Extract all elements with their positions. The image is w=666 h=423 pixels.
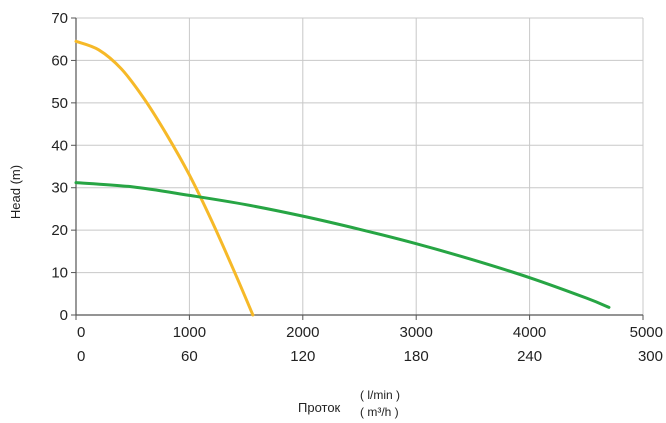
y-axis-label: Head (m) (8, 165, 23, 219)
x-tick-label-primary: 3000 (400, 324, 433, 341)
axes (71, 17, 644, 320)
y-tick-label: 10 (51, 265, 68, 282)
y-tick-label: 50 (51, 95, 68, 112)
x-tick-label-primary: 0 (77, 324, 85, 341)
y-tick-labels: 0 10 20 30 40 50 60 70 (51, 10, 68, 324)
x-tick-label-secondary: 60 (181, 348, 198, 365)
x-tick-label-primary: 1000 (173, 324, 206, 341)
y-tick-label: 40 (51, 137, 68, 154)
y-tick-label: 60 (51, 52, 68, 69)
series-line-green (74, 181, 611, 309)
x-tick-labels-secondary: 0 60 120 180 240 300 (77, 348, 663, 365)
x-tick-labels-primary: 0 1000 2000 3000 4000 5000 (77, 324, 663, 341)
x-tick-label-secondary: 300 (638, 348, 663, 365)
x-tick-label-secondary: 180 (404, 348, 429, 365)
x-tick-label-primary: 2000 (286, 324, 319, 341)
x-axis-unit-secondary: ( m³/h ) (360, 405, 399, 419)
x-tick-label-primary: 4000 (513, 324, 546, 341)
y-tick-label: 0 (60, 307, 68, 324)
x-axis-unit-primary: ( l/min ) (360, 388, 400, 402)
series-lines (74, 39, 611, 317)
y-tick-label: 20 (51, 222, 68, 239)
y-tick-label: 70 (51, 10, 68, 27)
x-tick-label-primary: 5000 (630, 324, 663, 341)
x-tick-label-secondary: 120 (290, 348, 315, 365)
grid-lines (76, 17, 644, 315)
series-line-yellow (74, 39, 255, 317)
x-tick-label-secondary: 0 (77, 348, 85, 365)
x-tick-label-secondary: 240 (517, 348, 542, 365)
y-tick-label: 30 (51, 180, 68, 197)
x-axis-label: Проток (298, 400, 341, 415)
